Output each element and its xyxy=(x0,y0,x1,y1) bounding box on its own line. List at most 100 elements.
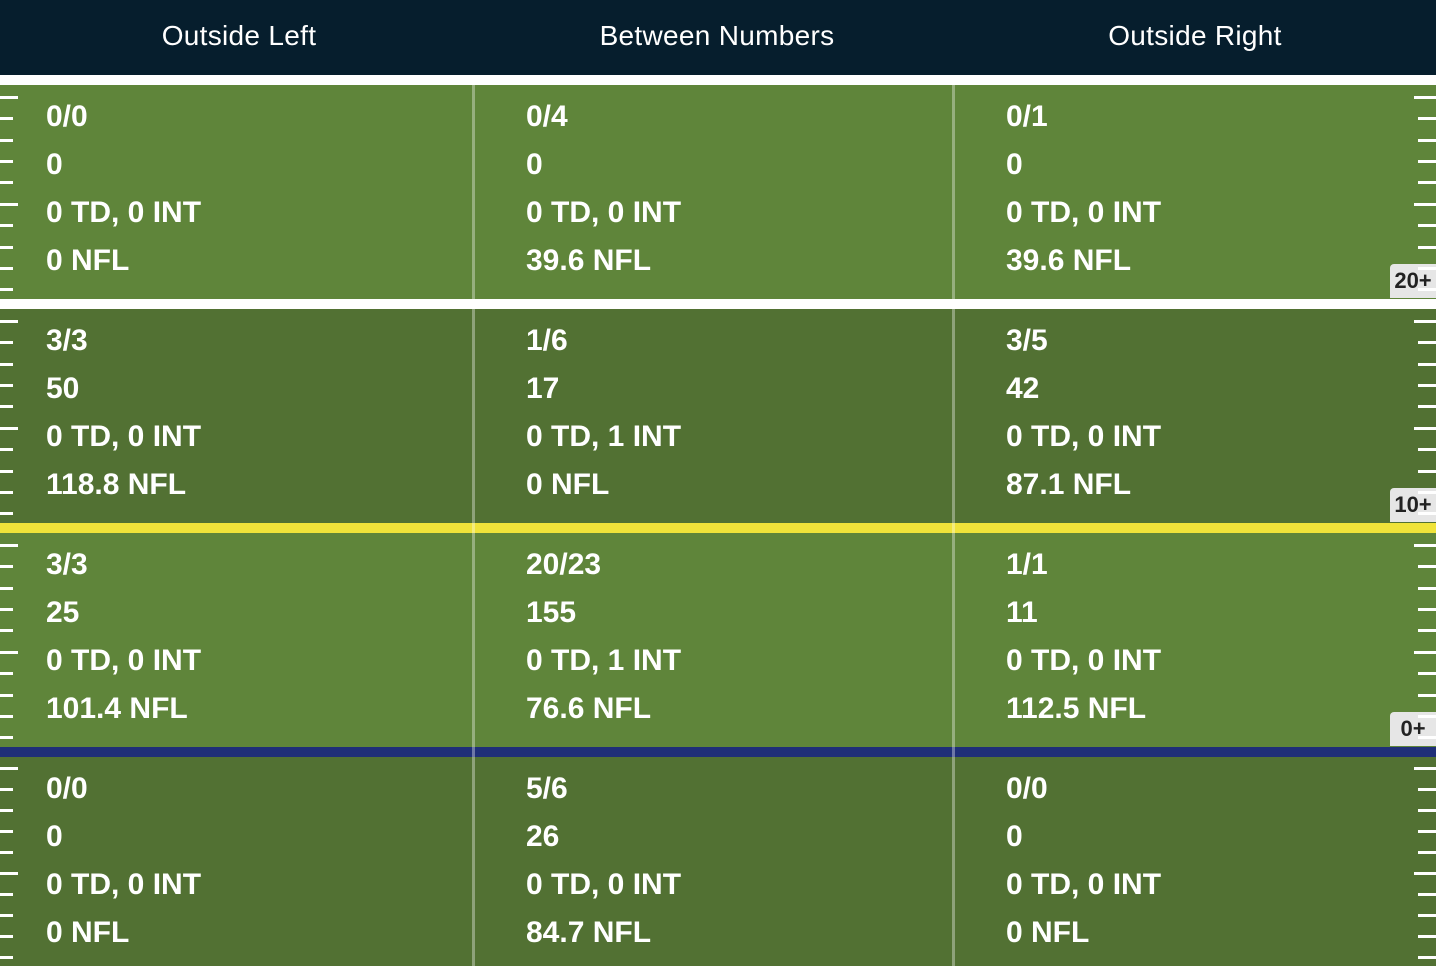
passer-rating: 0 NFL xyxy=(46,244,130,277)
hash-mark-left xyxy=(0,672,13,675)
completions: 3/5 xyxy=(1006,324,1048,357)
stat-cell-0-outside-left: 3/3 25 0 TD, 0 INT 101.4 NFL xyxy=(46,541,476,733)
hash-mark-left xyxy=(0,341,13,344)
zone-10-plus xyxy=(0,309,1436,523)
hash-mark-right xyxy=(1414,427,1436,430)
yards: 11 xyxy=(1006,596,1038,629)
passer-rating: 0 NFL xyxy=(1006,916,1090,949)
completions: 20/23 xyxy=(526,548,602,581)
hash-mark-left xyxy=(0,139,13,142)
stat-cell-10-outside-left: 3/3 50 0 TD, 0 INT 118.8 NFL xyxy=(46,317,476,509)
stat-cell-20-outside-left: 0/0 0 0 TD, 0 INT 0 NFL xyxy=(46,93,476,285)
hash-mark-right xyxy=(1418,788,1436,791)
hash-mark-left xyxy=(0,363,13,366)
column-title-outside-left: Outside Left xyxy=(161,20,317,51)
yards: 42 xyxy=(1006,372,1040,405)
hash-mark-left xyxy=(0,117,13,120)
completions: 0/0 xyxy=(46,100,88,133)
completions: 0/0 xyxy=(1006,772,1048,805)
hash-mark-left xyxy=(0,320,18,323)
hash-mark-left xyxy=(0,224,13,227)
passer-rating: 76.6 NFL xyxy=(526,692,652,725)
hash-mark-left xyxy=(0,893,13,896)
hash-mark-left xyxy=(0,246,13,249)
hash-mark-left xyxy=(0,96,18,99)
td-int: 0 TD, 0 INT xyxy=(1006,868,1162,901)
hash-mark-left xyxy=(0,935,13,938)
yards: 25 xyxy=(46,596,80,629)
hash-mark-left xyxy=(0,872,18,875)
hash-mark-left xyxy=(0,608,13,611)
hash-mark-left xyxy=(0,384,13,387)
completions: 5/6 xyxy=(526,772,568,805)
column-divider-right xyxy=(952,85,955,966)
hash-mark-left xyxy=(0,427,18,430)
yards: 155 xyxy=(526,596,577,629)
hash-mark-left xyxy=(0,914,13,917)
yards: 0 xyxy=(1006,148,1023,181)
column-divider-left xyxy=(472,85,475,966)
yards: 17 xyxy=(526,372,560,405)
hash-mark-left xyxy=(0,491,13,494)
passer-rating: 87.1 NFL xyxy=(1006,468,1132,501)
td-int: 0 TD, 1 INT xyxy=(526,420,682,453)
yards: 26 xyxy=(526,820,560,853)
hash-mark-right xyxy=(1418,715,1436,718)
hash-mark-right xyxy=(1414,651,1436,654)
td-int: 0 TD, 0 INT xyxy=(526,196,682,229)
hash-mark-right xyxy=(1418,224,1436,227)
completions: 3/3 xyxy=(46,324,88,357)
hash-mark-right xyxy=(1418,341,1436,344)
hash-mark-right xyxy=(1418,181,1436,184)
td-int: 0 TD, 0 INT xyxy=(526,868,682,901)
hash-mark-right xyxy=(1418,809,1436,812)
hash-mark-left xyxy=(0,587,13,590)
hash-mark-left xyxy=(0,851,13,854)
hash-mark-left xyxy=(0,694,13,697)
hash-mark-left xyxy=(0,651,18,654)
passer-rating: 39.6 NFL xyxy=(1006,244,1132,277)
stat-cell-0-outside-right: 1/1 11 0 TD, 0 INT 112.5 NFL xyxy=(1006,541,1436,733)
column-title-outside-right: Outside Right xyxy=(1108,20,1282,51)
hash-mark-right xyxy=(1418,736,1436,739)
hash-mark-right xyxy=(1418,694,1436,697)
hash-mark-left xyxy=(0,629,13,632)
hash-mark-right xyxy=(1418,587,1436,590)
passer-rating: 118.8 NFL xyxy=(46,468,187,501)
zone-0-plus xyxy=(0,533,1436,747)
completions: 0/1 xyxy=(1006,100,1048,133)
td-int: 0 TD, 0 INT xyxy=(1006,644,1162,677)
hash-mark-right xyxy=(1418,672,1436,675)
passer-rating: 101.4 NFL xyxy=(46,692,188,725)
completions: 0/0 xyxy=(46,772,88,805)
hash-mark-right xyxy=(1418,491,1436,494)
column-title-between-numbers: Between Numbers xyxy=(599,20,835,51)
passer-rating: 112.5 NFL xyxy=(1006,692,1147,725)
td-int: 0 TD, 1 INT xyxy=(526,644,682,677)
td-int: 0 TD, 0 INT xyxy=(1006,420,1162,453)
stat-cell-20-outside-right: 0/1 0 0 TD, 0 INT 39.6 NFL xyxy=(1006,93,1436,285)
first-down-line xyxy=(0,523,1436,533)
hash-mark-left xyxy=(0,405,13,408)
hash-mark-right xyxy=(1414,872,1436,875)
completions: 1/1 xyxy=(1006,548,1048,581)
hash-mark-right xyxy=(1418,851,1436,854)
hash-mark-left xyxy=(0,203,18,206)
yards: 0 xyxy=(526,148,543,181)
td-int: 0 TD, 0 INT xyxy=(46,868,202,901)
passer-rating: 84.7 NFL xyxy=(526,916,652,949)
hash-mark-right xyxy=(1418,160,1436,163)
stat-cell-20-between-numbers: 0/4 0 0 TD, 0 INT 39.6 NFL xyxy=(526,93,956,285)
stat-cell-behind-between-numbers: 5/6 26 0 TD, 0 INT 84.7 NFL xyxy=(526,765,956,957)
hash-mark-right xyxy=(1414,203,1436,206)
hash-mark-right xyxy=(1418,139,1436,142)
hash-mark-right xyxy=(1418,384,1436,387)
hash-mark-left xyxy=(0,181,13,184)
hash-mark-left xyxy=(0,544,18,547)
hash-mark-right xyxy=(1414,767,1436,770)
hash-mark-left xyxy=(0,160,13,163)
hash-mark-right xyxy=(1418,470,1436,473)
hash-mark-right xyxy=(1418,830,1436,833)
hash-mark-right xyxy=(1418,893,1436,896)
hash-mark-right xyxy=(1418,246,1436,249)
